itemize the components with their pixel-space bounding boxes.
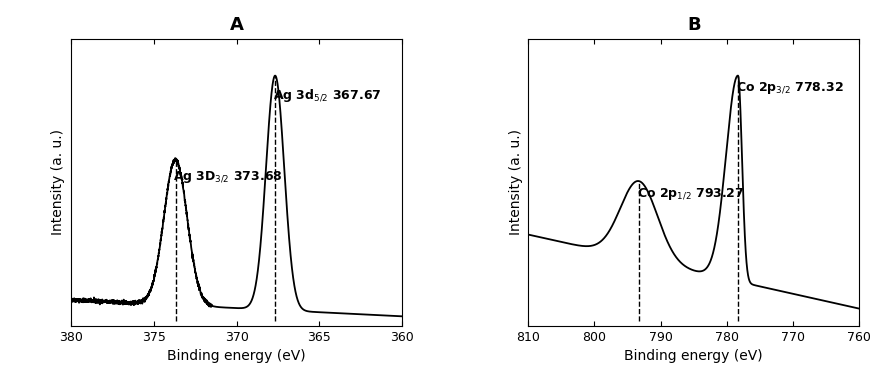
Y-axis label: Intensity (a. u.): Intensity (a. u.)	[51, 129, 66, 236]
X-axis label: Binding energy (eV): Binding energy (eV)	[625, 349, 763, 363]
Y-axis label: Intensity (a. u.): Intensity (a. u.)	[509, 129, 523, 236]
Text: Ag 3d$_{5/2}$ 367.67: Ag 3d$_{5/2}$ 367.67	[273, 88, 381, 104]
Title: B: B	[687, 16, 701, 35]
Text: Ag 3D$_{3/2}$ 373.68: Ag 3D$_{3/2}$ 373.68	[173, 170, 283, 185]
Text: Co 2p$_{1/2}$ 793.27: Co 2p$_{1/2}$ 793.27	[637, 186, 744, 201]
Title: A: A	[229, 16, 244, 35]
X-axis label: Binding energy (eV): Binding energy (eV)	[167, 349, 306, 363]
Text: Co 2p$_{3/2}$ 778.32: Co 2p$_{3/2}$ 778.32	[736, 81, 843, 96]
